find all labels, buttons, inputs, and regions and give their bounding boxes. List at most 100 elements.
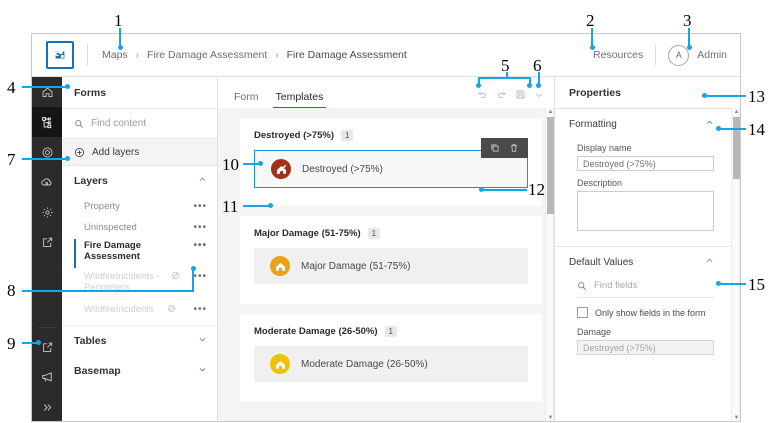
scroll-up-icon[interactable]: ▲: [733, 109, 740, 115]
layer-item-property[interactable]: Property •••: [62, 196, 217, 217]
callout-11-dot: [268, 203, 273, 208]
layer-options-menu[interactable]: •••: [193, 304, 207, 315]
template-item[interactable]: Major Damage (51-75%): [254, 248, 528, 284]
breadcrumb[interactable]: Maps › Fire Damage Assessment › Fire Dam…: [101, 49, 408, 61]
avatar[interactable]: A: [668, 44, 690, 66]
layer-item-wildfireincidents[interactable]: WildfireIncidents •••: [62, 299, 217, 320]
formatting-section-label: Formatting: [569, 118, 617, 130]
template-item[interactable]: Moderate Damage (26-50%): [254, 346, 528, 382]
layer-options-menu[interactable]: •••: [193, 201, 207, 212]
callout-15-leader: [718, 283, 746, 285]
damage-field-group: Damage Destroyed (>75%): [555, 327, 740, 355]
center-scrollbar-thumb[interactable]: [547, 117, 554, 214]
home-icon[interactable]: [32, 77, 62, 107]
formatting-section-header[interactable]: Formatting: [555, 109, 740, 139]
callout-15: 15: [748, 275, 765, 294]
arcgis-logo-icon[interactable]: [46, 41, 74, 69]
callout-14-dot: [716, 126, 721, 131]
template-label: Moderate Damage (26-50%): [301, 358, 428, 370]
callout-5-tick-right: [529, 77, 531, 85]
callout-5-bracket: [478, 77, 531, 79]
save-icon[interactable]: [515, 87, 526, 105]
center-scrollbar[interactable]: ▲ ▼: [545, 108, 554, 421]
properties-scrollbar[interactable]: ▲ ▼: [731, 108, 740, 421]
template-hover-toolbar: [481, 138, 528, 158]
share-icon[interactable]: [32, 227, 62, 257]
breadcrumb-item-2[interactable]: Fire Damage Assessment: [286, 49, 407, 61]
default-values-collapse-chevron-up-icon[interactable]: [705, 256, 714, 268]
template-group-major: Major Damage (51-75%) 1 Major Damage (51…: [240, 216, 542, 304]
scroll-up-icon[interactable]: ▲: [547, 109, 554, 115]
callout-3-dot: [687, 45, 692, 50]
callout-9-dot: [36, 340, 41, 345]
find-fields-search[interactable]: Find fields: [555, 277, 740, 297]
template-label: Major Damage (51-75%): [301, 260, 411, 272]
callout-14-leader: [718, 128, 746, 130]
find-fields-input-placeholder[interactable]: Find fields: [594, 280, 638, 291]
only-show-fields-checkbox[interactable]: [577, 307, 588, 318]
layer-options-menu[interactable]: •••: [193, 271, 207, 282]
resources-link[interactable]: Resources: [593, 49, 644, 61]
breadcrumb-separator-icon: ›: [275, 49, 279, 61]
layer-label: Property: [84, 201, 120, 212]
callout-6: 6: [533, 56, 542, 75]
megaphone-icon[interactable]: [32, 362, 62, 392]
breadcrumb-item-0[interactable]: Maps: [102, 49, 128, 61]
callout-9: 9: [7, 334, 16, 353]
callout-8: 8: [7, 281, 16, 300]
template-group-title: Moderate Damage (26-50%): [254, 326, 378, 337]
template-item[interactable]: Destroyed (>75%): [254, 138, 528, 188]
display-name-input[interactable]: Destroyed (>75%): [577, 156, 714, 171]
description-textarea[interactable]: [577, 191, 714, 231]
cloud-icon[interactable]: [32, 167, 62, 197]
callout-4: 4: [7, 78, 16, 97]
target-icon[interactable]: [32, 137, 62, 167]
callout-15-dot: [716, 281, 721, 286]
scroll-down-icon[interactable]: ▼: [547, 415, 554, 421]
chevron-down-icon[interactable]: [198, 335, 207, 347]
tables-section-header[interactable]: Tables: [62, 326, 217, 356]
damaged-house-icon: [270, 354, 290, 374]
layer-label: WildfireIncidents: [84, 304, 154, 315]
layers-schema-icon[interactable]: [32, 107, 62, 137]
layer-item-uninspected[interactable]: Uninspected •••: [62, 217, 217, 238]
basemap-section-header[interactable]: Basemap: [62, 356, 217, 386]
formatting-collapse-chevron-up-icon[interactable]: [705, 118, 714, 130]
chevron-down-icon[interactable]: [198, 365, 207, 377]
user-menu-label[interactable]: Admin: [697, 49, 727, 61]
chevron-up-icon[interactable]: [198, 175, 207, 187]
layer-options-menu[interactable]: •••: [193, 240, 207, 251]
layer-item-fire-damage-assessment[interactable]: Fire Damage Assessment •••: [62, 238, 217, 270]
redo-icon[interactable]: [496, 87, 507, 105]
properties-scrollbar-thumb[interactable]: [733, 117, 740, 179]
breadcrumb-item-1[interactable]: Fire Damage Assessment: [147, 49, 268, 61]
only-show-fields-checkbox-row[interactable]: Only show fields in the form: [555, 298, 740, 327]
delete-icon[interactable]: [509, 143, 519, 153]
app-window: Maps › Fire Damage Assessment › Fire Dam…: [31, 33, 741, 422]
layer-item-wildfireincidents-perimeters[interactable]: WildfireIncidents - Perimeters •••: [62, 270, 217, 299]
duplicate-icon[interactable]: [490, 143, 500, 153]
callout-2-leader: [591, 28, 593, 48]
content-search[interactable]: Find content: [62, 109, 217, 139]
callout-2-dot: [590, 45, 595, 50]
callout-14: 14: [748, 120, 765, 139]
tab-templates[interactable]: Templates: [272, 91, 327, 109]
templates-canvas[interactable]: Destroyed (>75%) 1 Destroyed (>75%): [218, 108, 554, 421]
expand-chevrons-icon[interactable]: [32, 392, 62, 421]
gear-icon[interactable]: [32, 197, 62, 227]
default-values-section-header[interactable]: Default Values: [555, 246, 740, 277]
template-group-header: Destroyed (>75%) 1: [254, 130, 528, 141]
layer-options-menu[interactable]: •••: [193, 222, 207, 233]
callout-8-leader-h: [22, 290, 194, 292]
layers-section-header[interactable]: Layers: [62, 166, 217, 196]
editing-toolbar: [477, 87, 544, 105]
scroll-down-icon[interactable]: ▼: [733, 415, 740, 421]
tab-form[interactable]: Form: [234, 91, 259, 103]
chevron-down-icon[interactable]: [534, 87, 544, 105]
external-link-icon[interactable]: [32, 332, 62, 362]
search-input-placeholder[interactable]: Find content: [91, 118, 147, 129]
callout-5-dot-right: [527, 83, 532, 88]
damage-field-input[interactable]: Destroyed (>75%): [577, 340, 714, 355]
add-layers-button[interactable]: Add layers: [62, 139, 217, 166]
undo-icon[interactable]: [477, 87, 488, 105]
